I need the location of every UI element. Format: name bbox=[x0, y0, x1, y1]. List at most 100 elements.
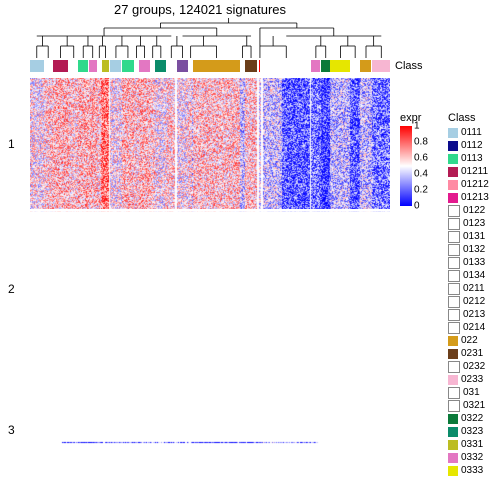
class-bar-segment bbox=[122, 60, 134, 72]
class-annotation-bar bbox=[30, 60, 390, 72]
class-swatch bbox=[448, 414, 458, 424]
class-legend-label: 0331 bbox=[461, 439, 483, 450]
class-legend-label: 0131 bbox=[463, 231, 485, 242]
class-legend-item: 0333 bbox=[448, 464, 503, 477]
class-bar-segment bbox=[30, 60, 44, 72]
class-legend-label: 0133 bbox=[463, 257, 485, 268]
class-swatch bbox=[448, 154, 458, 164]
class-legend-item: 0131 bbox=[448, 230, 503, 243]
class-bar-segment bbox=[78, 60, 88, 72]
plot-title: 27 groups, 124021 signatures bbox=[10, 2, 390, 17]
class-legend-item: 0322 bbox=[448, 412, 503, 425]
expression-heatmap bbox=[30, 78, 390, 492]
expr-tick: 0.6 bbox=[414, 153, 428, 164]
row-cluster-label: 1 bbox=[8, 137, 15, 151]
class-legend-label: 0322 bbox=[461, 413, 483, 424]
class-bar-segment bbox=[102, 60, 109, 72]
class-bar-segment bbox=[177, 60, 188, 72]
class-legend-label: 0231 bbox=[461, 348, 483, 359]
class-legend-item: 0132 bbox=[448, 243, 503, 256]
class-swatch bbox=[448, 466, 458, 476]
class-swatch bbox=[448, 387, 460, 399]
class-legend-item: 0213 bbox=[448, 308, 503, 321]
class-legend-label: 0123 bbox=[463, 218, 485, 229]
expr-tick: 0.8 bbox=[414, 137, 428, 148]
class-bar-segment bbox=[53, 60, 68, 72]
column-dendrogram bbox=[30, 18, 390, 58]
class-legend-label: 0233 bbox=[461, 374, 483, 385]
row-divider bbox=[30, 367, 390, 369]
class-legend-item: 0111 bbox=[448, 126, 503, 139]
expr-gradient bbox=[400, 126, 412, 206]
class-swatch bbox=[448, 257, 460, 269]
class-legend-item: 01212 bbox=[448, 178, 503, 191]
class-bar-segment bbox=[263, 60, 309, 72]
row-cluster-label: 2 bbox=[8, 282, 15, 296]
class-swatch bbox=[448, 336, 458, 346]
row-cluster-labels: 1 2 3 bbox=[8, 78, 26, 492]
class-legend-item: 0232 bbox=[448, 360, 503, 373]
class-bar-segment bbox=[311, 60, 321, 72]
class-bar-segment bbox=[372, 60, 389, 72]
expr-legend: expr 10.80.60.40.20 bbox=[400, 112, 445, 206]
class-bar-segment bbox=[193, 60, 239, 72]
class-legend-item: 0134 bbox=[448, 269, 503, 282]
class-legend-label: 0122 bbox=[463, 205, 485, 216]
class-bar-segment bbox=[350, 60, 359, 72]
class-bar-segment bbox=[321, 60, 330, 72]
class-bar-segment bbox=[44, 60, 52, 72]
class-legend-item: 0113 bbox=[448, 152, 503, 165]
class-legend-label: 0134 bbox=[463, 270, 485, 281]
class-swatch bbox=[448, 167, 458, 177]
class-legend-label: 0323 bbox=[461, 426, 483, 437]
class-bar-segment bbox=[70, 60, 78, 72]
expr-tick: 0.4 bbox=[414, 169, 428, 180]
class-bar-label: Class bbox=[395, 60, 423, 72]
class-legend-item: 0321 bbox=[448, 399, 503, 412]
class-swatch bbox=[448, 231, 460, 243]
class-swatch bbox=[448, 309, 460, 321]
class-bar-segment bbox=[155, 60, 166, 72]
expr-tick: 0 bbox=[414, 201, 420, 212]
class-swatch bbox=[448, 400, 460, 412]
class-bar-segment bbox=[245, 60, 257, 72]
class-swatch bbox=[448, 244, 460, 256]
class-bar-segment bbox=[139, 60, 150, 72]
class-swatch bbox=[448, 193, 458, 203]
expr-tick: 0.2 bbox=[414, 185, 428, 196]
expr-tick: 1 bbox=[414, 121, 420, 132]
class-legend-item: 031 bbox=[448, 386, 503, 399]
class-legend-label: 0232 bbox=[463, 361, 485, 372]
expr-legend-title: expr bbox=[400, 112, 445, 124]
row-cluster-label: 3 bbox=[8, 423, 15, 437]
class-legend-label: 0132 bbox=[463, 244, 485, 255]
class-swatch bbox=[448, 128, 458, 138]
class-swatch bbox=[448, 453, 458, 463]
class-swatch bbox=[448, 283, 460, 295]
class-legend-item: 0112 bbox=[448, 139, 503, 152]
class-legend-item: 0331 bbox=[448, 438, 503, 451]
class-legend-item: 0133 bbox=[448, 256, 503, 269]
class-legend-item: 022 bbox=[448, 334, 503, 347]
class-legend-item: 0214 bbox=[448, 321, 503, 334]
class-swatch bbox=[448, 361, 460, 373]
class-bar-segment bbox=[89, 60, 97, 72]
class-legend-item: 01211 bbox=[448, 165, 503, 178]
class-legend-label: 0332 bbox=[461, 452, 483, 463]
class-legend: Class 0111011201130121101212012130122012… bbox=[448, 112, 503, 477]
class-legend-item: 0231 bbox=[448, 347, 503, 360]
class-legend-label: 01211 bbox=[461, 166, 488, 177]
class-legend-label: 0214 bbox=[463, 322, 485, 333]
class-swatch bbox=[448, 296, 460, 308]
class-swatch bbox=[448, 322, 460, 334]
class-swatch bbox=[448, 205, 460, 217]
class-swatch bbox=[448, 440, 458, 450]
class-legend-label: 01213 bbox=[461, 192, 489, 203]
class-legend-item: 0211 bbox=[448, 282, 503, 295]
class-legend-label: 01212 bbox=[461, 179, 489, 190]
class-legend-label: 0111 bbox=[461, 127, 482, 138]
class-bar-segment bbox=[168, 60, 175, 72]
class-legend-label: 0211 bbox=[463, 283, 485, 294]
class-bar-segment bbox=[330, 60, 349, 72]
class-legend-label: 0321 bbox=[463, 400, 485, 411]
